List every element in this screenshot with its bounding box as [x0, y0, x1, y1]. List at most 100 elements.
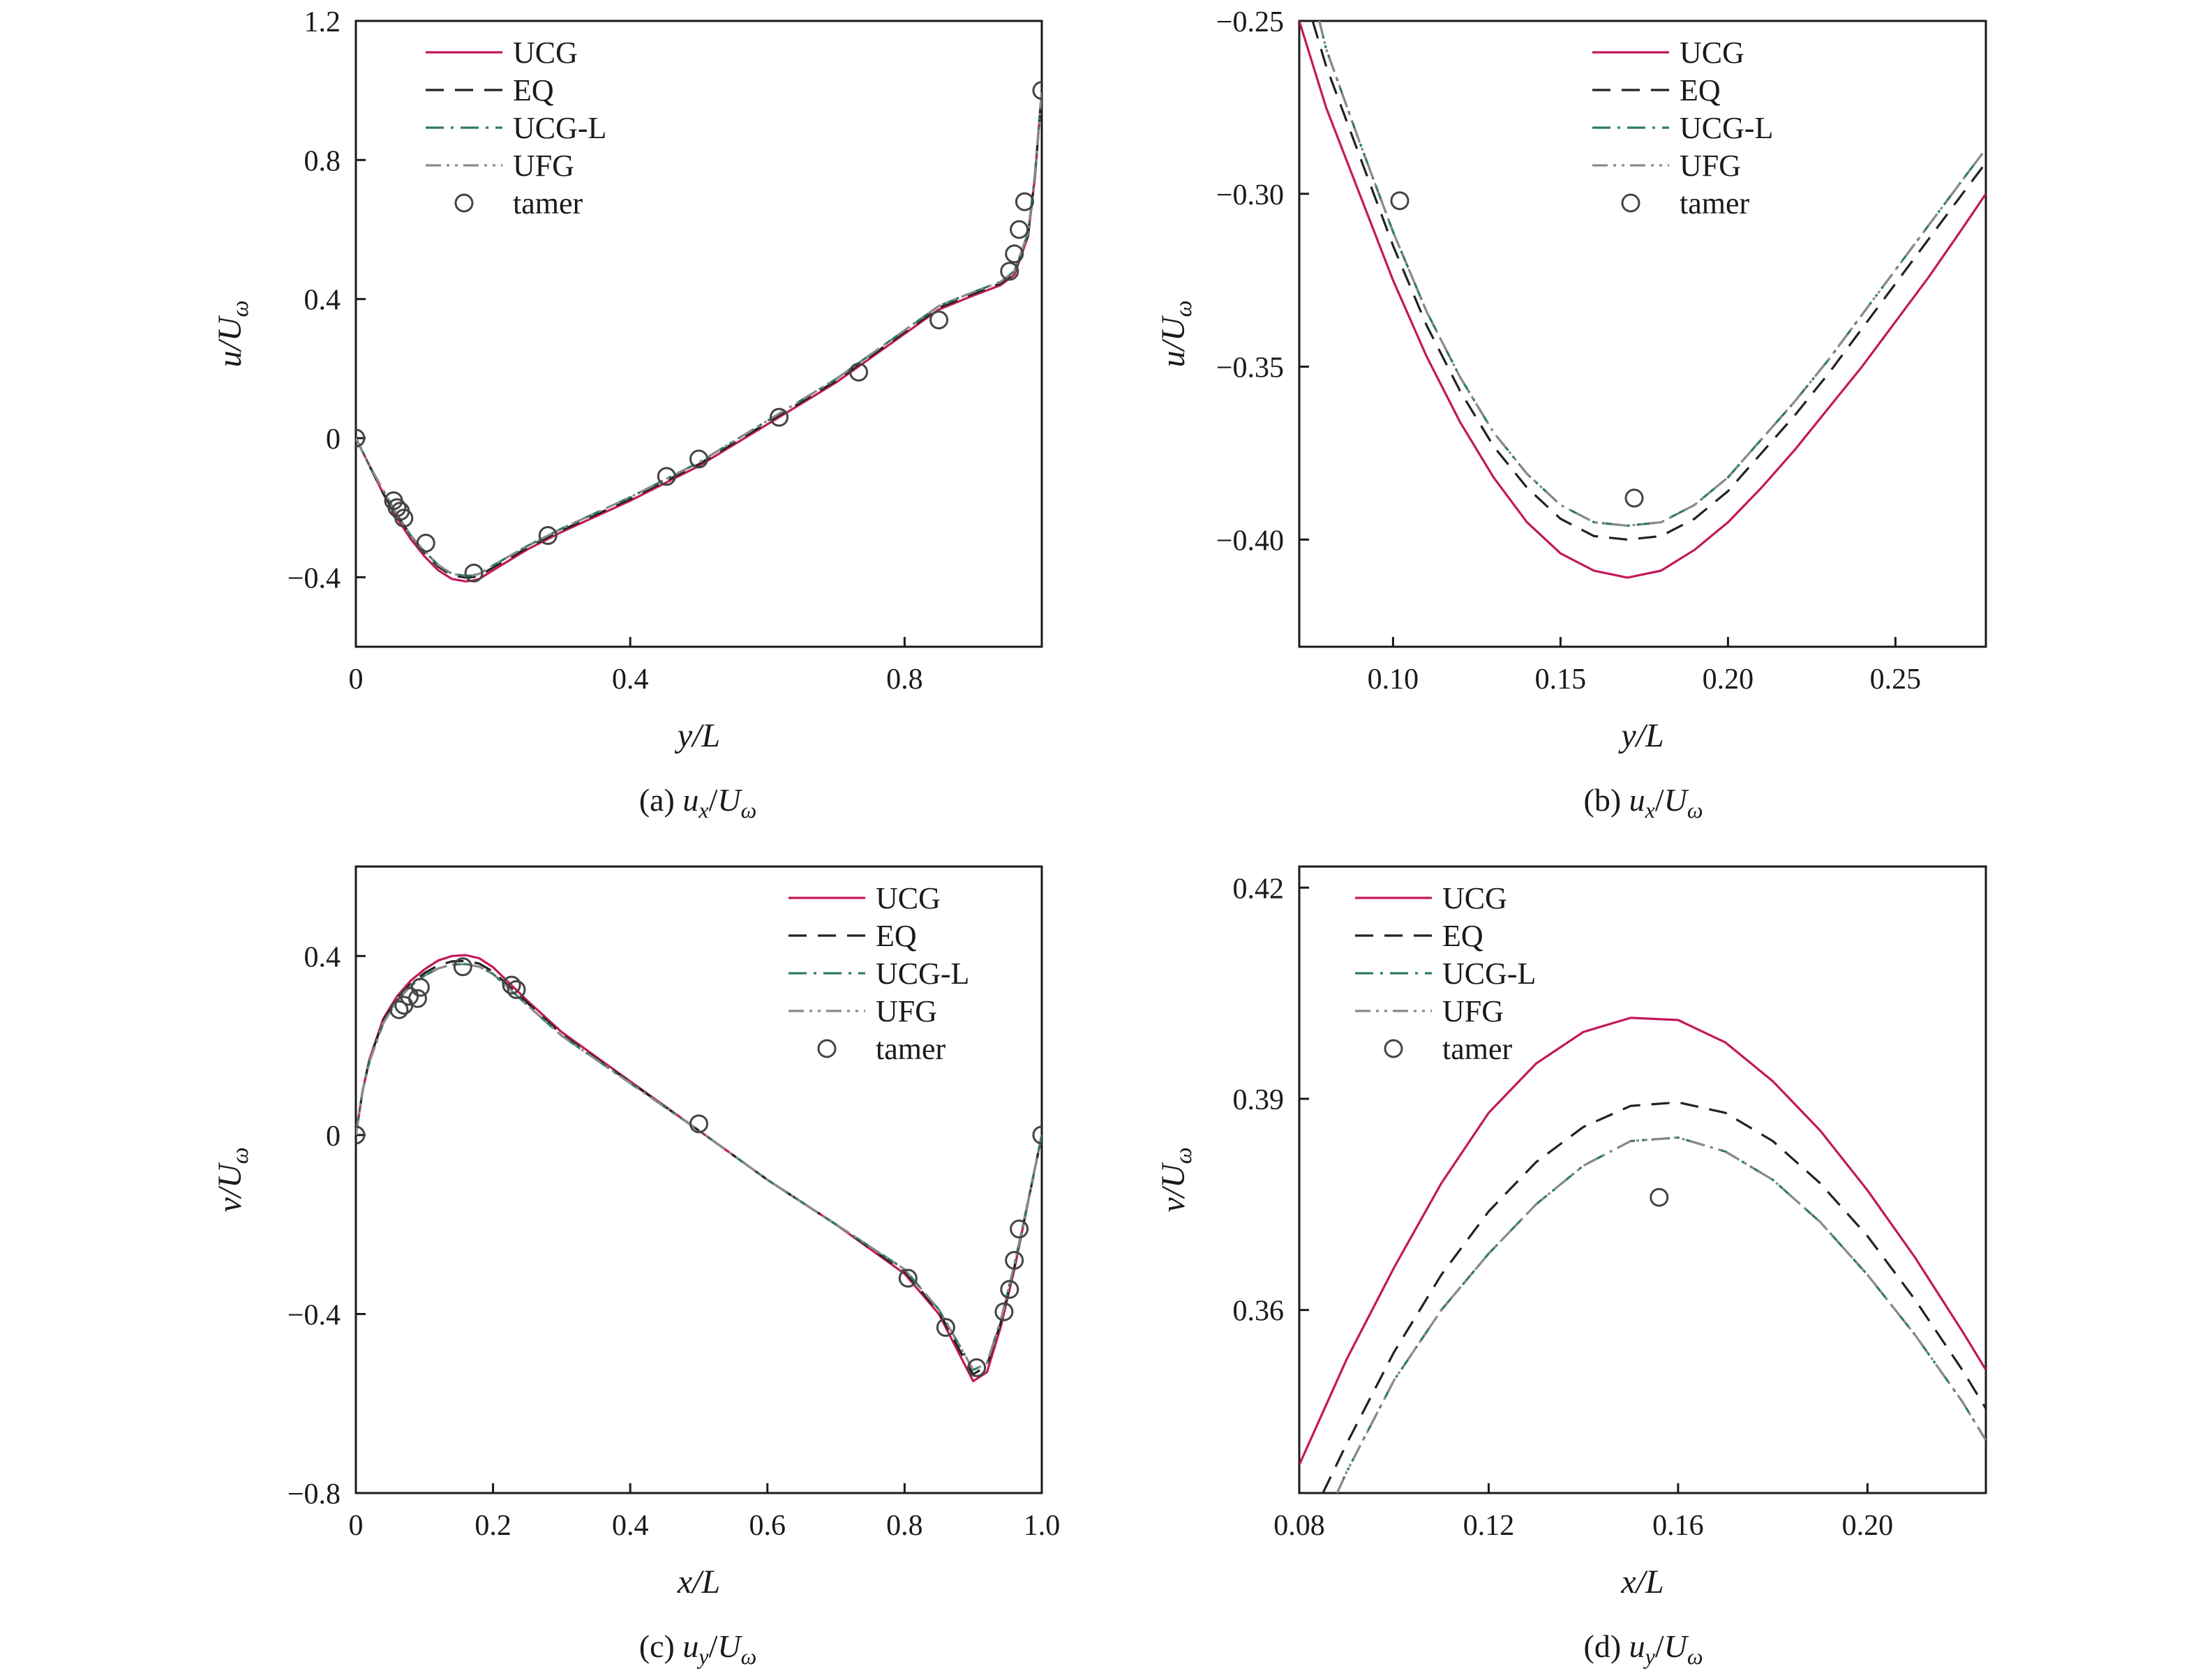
- tamer-point: [1005, 244, 1024, 264]
- legend-label: EQ: [1442, 919, 1483, 953]
- y-axis-label-rest: /U: [211, 1162, 248, 1199]
- y-axis-label-var: u: [211, 351, 248, 368]
- y-tick-label: 0: [326, 423, 341, 456]
- plot-frame: [354, 865, 1043, 1494]
- tamer-point: [408, 989, 427, 1008]
- y-axis-label-sub: ω: [227, 1147, 253, 1164]
- tamer-point: [1032, 1125, 1042, 1145]
- legend-label: UCG-L: [513, 111, 606, 145]
- x-axis-label-rest: /L: [1634, 717, 1664, 754]
- x-axis-label: x/L: [677, 1563, 720, 1600]
- legend-label: UFG: [1680, 149, 1741, 183]
- caption-var: u: [1629, 1628, 1645, 1664]
- x-tick-label: 0.6: [749, 1510, 786, 1542]
- y-axis-label-rest: /U: [1155, 315, 1192, 352]
- legend-label: tamer: [1442, 1032, 1513, 1066]
- caption-densub: ω: [1687, 1644, 1703, 1669]
- caption-den: U: [1664, 782, 1689, 818]
- series-line-ufg: [356, 90, 1042, 577]
- chart-panel-a: 0 0.4 0.8−0.400.40.81.2y/Lu/Uω(a) ux/UωUCG…: [211, 6, 1043, 823]
- y-axis-label-sub: ω: [1171, 300, 1197, 317]
- caption-slash: /: [1655, 782, 1664, 818]
- series-line-ucg: [1299, 1017, 1986, 1466]
- x-tick-label: 0.08: [1273, 1510, 1325, 1542]
- y-tick-label: 0.42: [1233, 873, 1285, 905]
- y-tick-label: 0.36: [1233, 1296, 1285, 1328]
- x-tick-label: 0.12: [1463, 1510, 1515, 1542]
- x-axis-label-var: x: [677, 1563, 692, 1600]
- series-line-eq: [1322, 1101, 1986, 1493]
- tamer-point: [1390, 191, 1410, 211]
- x-tick-label: 0.16: [1652, 1510, 1704, 1542]
- x-axis-label-rest: /L: [690, 717, 720, 754]
- tamer-point: [689, 1114, 708, 1134]
- caption-sub: x: [1645, 797, 1655, 823]
- legend-label: UCG: [876, 881, 941, 915]
- x-tick-label: 0.20: [1842, 1510, 1894, 1542]
- y-tick-label: 1.2: [304, 6, 341, 38]
- plot-frame: [354, 20, 1043, 648]
- x-axis-label-var: y: [674, 717, 693, 754]
- panel-caption: (a) ux/Uω: [639, 782, 756, 823]
- legend-label: UFG: [1442, 994, 1504, 1028]
- legend-label: EQ: [876, 919, 917, 953]
- series-line-ucg-l: [1336, 1136, 1986, 1493]
- legend-marker-tamer: [817, 1039, 837, 1058]
- caption-var: u: [682, 1628, 698, 1664]
- tamer-point: [538, 526, 558, 546]
- series-line-eq: [356, 90, 1042, 579]
- tamer-point: [389, 1000, 409, 1019]
- tamer-point: [453, 957, 472, 977]
- legend-label: UFG: [876, 994, 937, 1028]
- tamer-point: [1000, 262, 1019, 281]
- tamer-point: [929, 310, 949, 330]
- chart-panel-b: 0.10 0.15 0.20 0.25 −0.40 −0.35 −0.30 −0.25 y/L u…: [1155, 6, 1987, 823]
- y-axis-label: u/Uω: [1155, 300, 1197, 367]
- tamer-point: [356, 428, 366, 448]
- x-tick-label: 0.4: [612, 1510, 649, 1542]
- tamer-point: [394, 509, 414, 528]
- series-line-ucg: [1299, 21, 1986, 579]
- y-tick-label: −0.8: [287, 1478, 341, 1510]
- tamer-point: [849, 362, 869, 382]
- tamer-point: [1000, 1280, 1019, 1299]
- series-line-ucg-l: [1318, 21, 1986, 527]
- caption-densub: ω: [741, 1644, 757, 1669]
- tamer-point: [657, 467, 676, 486]
- legend-marker-tamer: [454, 193, 474, 213]
- caption-sub: y: [696, 1644, 709, 1669]
- tamer-point: [1010, 1220, 1029, 1239]
- y-axis-label: u/Uω: [211, 300, 253, 367]
- tamer-point: [689, 449, 708, 469]
- caption-sub: y: [1643, 1644, 1656, 1669]
- tamer-point: [502, 975, 521, 995]
- y-axis-label-var: v: [211, 1197, 248, 1213]
- plot-frame: [1298, 20, 1987, 648]
- y-axis-label-sub: ω: [227, 300, 253, 317]
- series-line-ucg-l: [356, 963, 1042, 1372]
- legend-label: tamer: [1680, 186, 1750, 220]
- tamer-point: [387, 498, 407, 518]
- plot-area: [1299, 1017, 1986, 1493]
- caption-den: U: [717, 1628, 742, 1664]
- legend-label: tamer: [513, 186, 583, 220]
- caption-slash: /: [1655, 1628, 1664, 1664]
- tamer-point: [936, 1318, 955, 1337]
- legend-marker-tamer: [1384, 1039, 1403, 1058]
- y-axis-label-sub: ω: [1171, 1147, 1197, 1164]
- tamer-point: [507, 980, 526, 999]
- x-axis-label: y/L: [1617, 717, 1664, 754]
- caption-den: U: [1664, 1628, 1689, 1664]
- caption-sub: x: [698, 797, 708, 823]
- y-tick-label: −0.40: [1216, 525, 1284, 557]
- tamer-point: [770, 407, 789, 427]
- x-tick-label: 0.20: [1703, 663, 1754, 696]
- legend-label: tamer: [876, 1032, 946, 1066]
- panel-caption: (b) ux/Uω: [1584, 782, 1703, 823]
- legend-label: EQ: [513, 73, 554, 107]
- caption-var: u: [1629, 782, 1645, 818]
- caption-var: u: [682, 782, 698, 818]
